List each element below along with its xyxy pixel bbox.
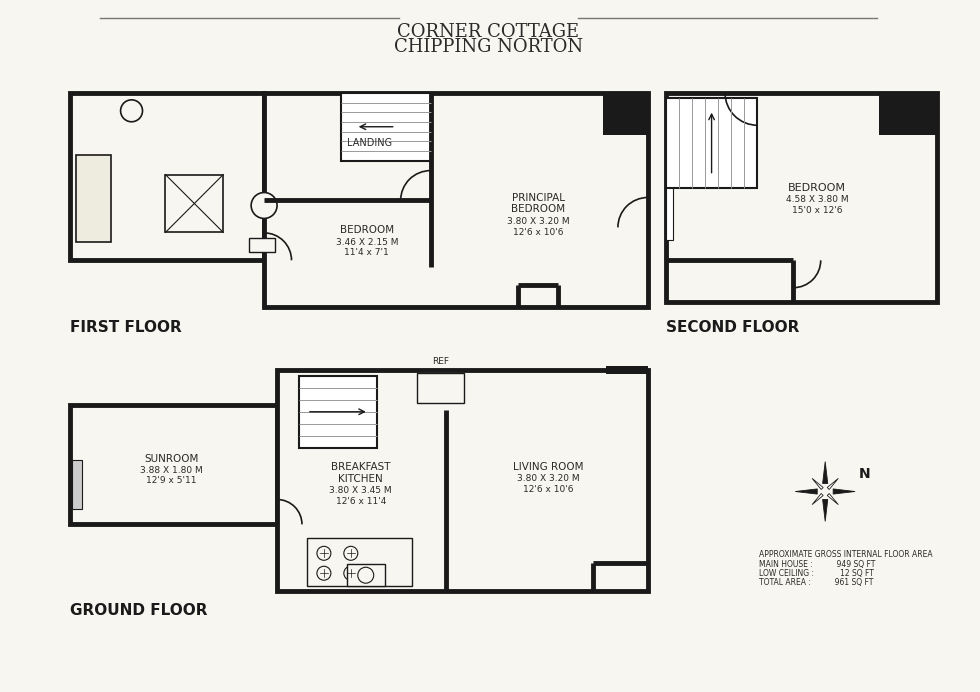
Bar	[264, 93, 648, 307]
Text: 12'6 x 11'4: 12'6 x 11'4	[335, 497, 386, 506]
Text: SECOND FLOOR: SECOND FLOOR	[665, 320, 799, 335]
Text: BREAKFAST: BREAKFAST	[331, 462, 390, 471]
Bar	[277, 370, 648, 591]
Text: TOTAL AREA :          961 SQ FT: TOTAL AREA : 961 SQ FT	[760, 579, 874, 588]
Bar	[299, 376, 376, 448]
Text: 3.80 X 3.45 M: 3.80 X 3.45 M	[329, 486, 392, 495]
Text: LANDING: LANDING	[347, 138, 392, 147]
Polygon shape	[822, 462, 828, 484]
Text: KITCHEN: KITCHEN	[338, 473, 383, 484]
Text: APPROXIMATE GROSS INTERNAL FLOOR AREA: APPROXIMATE GROSS INTERNAL FLOOR AREA	[760, 550, 933, 559]
Bar	[70, 405, 277, 525]
Bar	[606, 366, 648, 374]
Polygon shape	[796, 489, 817, 494]
Bar	[665, 93, 937, 302]
Text: 12'6 x 10'6: 12'6 x 10'6	[513, 228, 563, 237]
Circle shape	[317, 566, 331, 580]
Text: LIVING ROOM: LIVING ROOM	[513, 462, 583, 471]
Text: BEDROOM: BEDROOM	[788, 183, 846, 192]
Text: GROUND FLOOR: GROUND FLOOR	[70, 603, 207, 618]
Text: SUNROOM: SUNROOM	[144, 454, 199, 464]
Text: 4.58 X 3.80 M: 4.58 X 3.80 M	[786, 195, 849, 204]
Bar	[341, 93, 430, 161]
Circle shape	[121, 100, 142, 122]
Polygon shape	[812, 478, 823, 489]
Bar	[665, 98, 758, 188]
Bar	[249, 238, 275, 253]
Text: 3.88 X 1.80 M: 3.88 X 1.80 M	[140, 466, 203, 475]
Text: CHIPPING NORTON: CHIPPING NORTON	[394, 38, 583, 56]
Text: 12'6 x 10'6: 12'6 x 10'6	[523, 485, 573, 494]
Bar	[603, 93, 648, 135]
Circle shape	[358, 567, 373, 583]
Bar	[347, 564, 385, 586]
Circle shape	[317, 546, 331, 561]
Polygon shape	[822, 500, 828, 521]
Text: 15'0 x 12'6: 15'0 x 12'6	[792, 206, 843, 215]
Bar	[416, 373, 465, 403]
Text: PRINCIPAL: PRINCIPAL	[512, 192, 564, 203]
Bar	[665, 176, 672, 240]
Bar	[72, 459, 81, 509]
Circle shape	[344, 566, 358, 580]
Text: LOW CEILING :           12 SQ FT: LOW CEILING : 12 SQ FT	[760, 570, 874, 579]
Polygon shape	[827, 478, 838, 489]
Polygon shape	[812, 493, 823, 504]
Text: 3.46 X 2.15 M: 3.46 X 2.15 M	[335, 238, 398, 247]
Circle shape	[344, 546, 358, 561]
Bar	[70, 93, 264, 260]
Text: BEDROOM: BEDROOM	[340, 226, 394, 235]
Bar	[665, 176, 672, 240]
Text: MAIN HOUSE :          949 SQ FT: MAIN HOUSE : 949 SQ FT	[760, 561, 876, 570]
Text: REF: REF	[432, 357, 449, 366]
Text: CORNER COTTAGE: CORNER COTTAGE	[397, 23, 579, 41]
Text: 11'4 x 7'1: 11'4 x 7'1	[344, 248, 389, 257]
Circle shape	[251, 192, 277, 219]
Text: 12'9 x 5'11: 12'9 x 5'11	[146, 476, 197, 485]
Text: N: N	[858, 466, 870, 480]
Polygon shape	[827, 493, 838, 504]
Text: BEDROOM: BEDROOM	[512, 204, 565, 215]
Bar	[341, 93, 430, 161]
Text: FIRST FLOOR: FIRST FLOOR	[70, 320, 181, 335]
Bar	[75, 154, 111, 242]
Text: 3.80 X 3.20 M: 3.80 X 3.20 M	[516, 474, 579, 483]
Polygon shape	[833, 489, 856, 494]
Text: 3.80 X 3.20 M: 3.80 X 3.20 M	[507, 217, 569, 226]
Bar	[166, 174, 223, 233]
Bar	[299, 376, 376, 448]
Bar	[665, 98, 758, 188]
Bar	[879, 93, 937, 135]
Bar	[307, 538, 412, 586]
